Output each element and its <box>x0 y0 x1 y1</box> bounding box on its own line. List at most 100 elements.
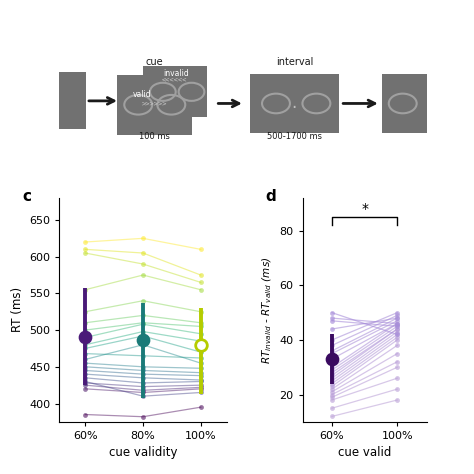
Point <box>139 367 147 374</box>
Point <box>393 396 401 404</box>
Text: invalid: invalid <box>163 69 189 78</box>
Point <box>393 364 401 371</box>
Point <box>82 363 89 371</box>
Point <box>393 325 401 333</box>
Point <box>82 367 89 374</box>
Point <box>393 342 401 349</box>
Point <box>393 314 401 322</box>
Point <box>197 271 205 279</box>
Point <box>197 376 205 384</box>
Point <box>393 333 401 341</box>
Point <box>139 352 147 360</box>
Point <box>82 334 89 341</box>
Point <box>393 320 401 328</box>
Point <box>197 337 205 345</box>
Point <box>328 350 336 357</box>
Point <box>393 331 401 338</box>
Point <box>328 356 336 363</box>
Point <box>197 286 205 293</box>
Text: 100 ms: 100 ms <box>139 132 170 141</box>
Point <box>82 249 89 257</box>
Bar <box>118 75 192 135</box>
Point <box>328 356 336 363</box>
Point <box>139 413 147 420</box>
Point <box>328 383 336 390</box>
Point <box>393 385 401 393</box>
X-axis label: cue validity: cue validity <box>109 447 177 459</box>
Point <box>139 332 147 340</box>
Point <box>197 323 205 330</box>
Point <box>197 348 205 356</box>
Text: s: s <box>37 129 41 138</box>
Point <box>139 235 147 242</box>
Point <box>82 382 89 389</box>
Point <box>328 317 336 325</box>
Point <box>197 308 205 316</box>
Point <box>393 320 401 328</box>
Point <box>197 279 205 286</box>
Point <box>139 297 147 304</box>
Point <box>328 347 336 355</box>
Point <box>197 365 205 372</box>
Point <box>139 336 147 344</box>
Point <box>328 372 336 379</box>
Point <box>139 341 147 348</box>
Text: c: c <box>22 189 31 204</box>
Text: *: * <box>361 202 368 216</box>
Point <box>197 354 205 362</box>
Point <box>82 350 89 357</box>
Point <box>328 336 336 344</box>
Point <box>82 379 89 387</box>
Point <box>393 311 401 319</box>
Point <box>393 331 401 338</box>
Point <box>393 317 401 325</box>
Point <box>139 379 147 387</box>
Point <box>328 388 336 396</box>
Text: .: . <box>292 94 297 112</box>
Point <box>393 374 401 382</box>
Point <box>197 246 205 253</box>
X-axis label: cue valid: cue valid <box>338 447 391 459</box>
Point <box>328 314 336 322</box>
Point <box>139 328 147 336</box>
Point <box>139 319 147 327</box>
Point <box>393 350 401 357</box>
Point <box>139 374 147 382</box>
Point <box>393 309 401 317</box>
Y-axis label: RT$_\mathit{invalid}$ - RT$_\mathit{valid}$ (ms): RT$_\mathit{invalid}$ - RT$_\mathit{vali… <box>260 256 274 364</box>
Point <box>393 322 401 330</box>
Text: >>>>>>: >>>>>> <box>142 102 167 108</box>
Point <box>139 311 147 319</box>
Point <box>82 308 89 316</box>
Point <box>197 369 205 376</box>
Point <box>139 370 147 378</box>
Text: cue: cue <box>146 57 164 67</box>
Point <box>328 412 336 420</box>
Y-axis label: RT (ms): RT (ms) <box>10 287 24 332</box>
Point <box>139 320 147 328</box>
Text: <<<<<<: <<<<<< <box>162 77 188 83</box>
Point <box>197 330 205 337</box>
Point <box>328 342 336 349</box>
Point <box>139 386 147 394</box>
Point <box>197 372 205 379</box>
Point <box>197 359 205 367</box>
Point <box>139 389 147 396</box>
Point <box>328 309 336 317</box>
Point <box>82 374 89 382</box>
Point <box>393 328 401 336</box>
Point <box>139 392 147 400</box>
Text: valid: valid <box>133 90 151 99</box>
Bar <box>143 66 207 118</box>
Point <box>393 336 401 344</box>
Point <box>82 378 89 385</box>
Point <box>328 404 336 412</box>
Point <box>197 383 205 391</box>
Point <box>82 286 89 293</box>
Point <box>82 359 89 367</box>
Point <box>328 364 336 371</box>
Point <box>328 391 336 398</box>
Point <box>197 382 205 389</box>
Point <box>197 403 205 411</box>
Point <box>82 246 89 253</box>
